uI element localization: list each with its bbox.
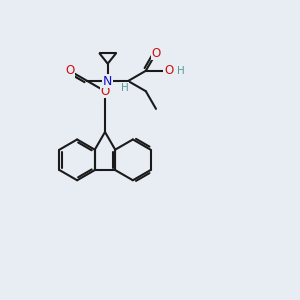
Text: N: N xyxy=(103,74,112,88)
Text: H: H xyxy=(177,66,185,76)
Text: O: O xyxy=(164,64,173,77)
Text: O: O xyxy=(100,85,109,98)
Text: O: O xyxy=(152,46,160,60)
Text: O: O xyxy=(65,64,74,77)
Text: H: H xyxy=(121,82,128,93)
